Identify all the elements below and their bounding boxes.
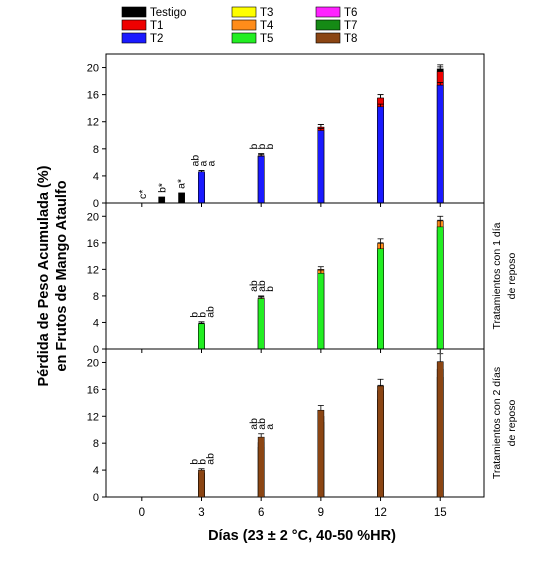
panel-side-label: Tratamientos con 1 día <box>491 222 503 329</box>
significance-letter: b <box>264 144 276 150</box>
y-axis-title: Pérdida de Peso Acumulada (%) en Frutos … <box>36 165 70 386</box>
legend-swatch-t1 <box>121 19 147 31</box>
bar-t2-day-6 <box>257 156 265 204</box>
legend-label-testigo: Testigo <box>150 7 186 19</box>
legend-label-t7: T7 <box>344 20 357 32</box>
x-tick-label: 9 <box>318 507 324 519</box>
y-tick-label: 20 <box>87 357 99 369</box>
legend-label-t8: T8 <box>344 33 357 45</box>
bar-t2-day-15 <box>436 84 444 204</box>
legend-swatch-t7 <box>315 19 341 31</box>
significance-letter: ab <box>256 280 268 292</box>
legend-label-t3: T3 <box>260 7 273 19</box>
legend-label-t4: T4 <box>260 20 274 32</box>
bar-t2-day-9 <box>317 130 325 204</box>
bar-testigo-day-1 <box>158 196 166 204</box>
panel-side-label: de reposo <box>506 399 518 446</box>
y-tick-label: 4 <box>93 465 99 477</box>
panel-frame <box>105 348 485 498</box>
significance-letter: ab <box>204 306 216 318</box>
y-tick-label: 8 <box>93 291 99 303</box>
legend-label-t2: T2 <box>150 33 163 45</box>
y-tick-label: 20 <box>87 211 99 223</box>
legend-label-t5: T5 <box>260 33 273 45</box>
significance-letter: b* <box>157 183 169 193</box>
y-tick-label: 0 <box>93 492 99 504</box>
significance-letter: b <box>189 312 201 318</box>
legend-swatch-testigo <box>121 6 147 18</box>
significance-letter: b <box>196 312 208 318</box>
panel-frame <box>105 53 485 204</box>
y-tick-label: 16 <box>87 238 99 250</box>
legend-swatch-t8 <box>315 32 341 44</box>
bar-t5-day-15 <box>436 226 444 350</box>
x-tick-label: 12 <box>374 507 387 519</box>
y-tick-label: 8 <box>93 438 99 450</box>
y-tick-label: 0 <box>93 344 99 356</box>
bar-t8-day-6 <box>257 436 265 498</box>
legend-swatch-t2 <box>121 32 147 44</box>
y-tick-label: 0 <box>93 198 99 210</box>
bar-t8-day-12 <box>377 385 384 498</box>
x-tick-label: 0 <box>139 507 145 519</box>
bar-t5-day-6 <box>257 298 265 350</box>
significance-letter: c* <box>137 190 149 199</box>
significance-letter: ab <box>248 418 260 430</box>
significance-letter: b <box>256 144 268 150</box>
bar-testigo-day-2 <box>178 192 185 204</box>
significance-letter: b <box>189 459 201 465</box>
legend-label-t6: T6 <box>344 7 357 19</box>
y-axis-title-line2: en Frutos de Mango Ataulfo <box>54 180 70 371</box>
y-tick-label: 12 <box>87 411 99 423</box>
panel-side-label: de reposo <box>506 252 518 299</box>
significance-letter: ab <box>204 453 216 465</box>
x-tick-label: 3 <box>198 507 204 519</box>
y-axis-title-line1: Pérdida de Peso Acumulada (%) <box>36 165 52 386</box>
y-tick-label: 16 <box>87 90 99 102</box>
legend-swatch-t3 <box>231 6 257 18</box>
panel-frame <box>105 202 485 350</box>
panel-side-label: Tratamientos con 2 días <box>491 367 503 479</box>
legend-swatch-t4 <box>231 19 257 31</box>
significance-letter: ab <box>256 418 268 430</box>
y-tick-label: 12 <box>87 117 99 129</box>
bar-t5-day-9 <box>317 273 325 350</box>
bar-t2-day-3 <box>198 171 205 204</box>
legend-swatch-t6 <box>315 6 341 18</box>
y-tick-label: 4 <box>93 317 99 329</box>
significance-letter: b <box>248 144 260 150</box>
bar-t5-day-12 <box>377 248 384 350</box>
x-tick-label: 15 <box>434 507 447 519</box>
bar-t8-day-15 <box>436 361 444 498</box>
significance-letter: a <box>205 160 217 166</box>
significance-letter: a <box>264 424 276 430</box>
significance-letter: ab <box>190 155 202 167</box>
y-tick-label: 12 <box>87 264 99 276</box>
significance-letter: b <box>264 286 276 292</box>
significance-letter: ab <box>248 280 260 292</box>
bar-t2-day-12 <box>377 106 384 204</box>
y-tick-label: 4 <box>93 171 99 183</box>
significance-letter: b <box>196 459 208 465</box>
significance-letter: a* <box>176 179 188 189</box>
y-tick-label: 16 <box>87 384 99 396</box>
bar-t5-day-3 <box>198 323 205 350</box>
x-tick-label: 6 <box>258 507 264 519</box>
legend-label-t1: T1 <box>150 20 163 32</box>
legend-swatch-t5 <box>231 32 257 44</box>
significance-letter: a <box>197 160 209 166</box>
y-tick-label: 8 <box>93 144 99 156</box>
bar-t8-day-9 <box>317 409 325 498</box>
x-axis-title: Días (23 ± 2 °C, 40-50 %HR) <box>208 528 396 544</box>
bar-t8-day-3 <box>198 469 205 498</box>
y-tick-label: 20 <box>87 63 99 75</box>
